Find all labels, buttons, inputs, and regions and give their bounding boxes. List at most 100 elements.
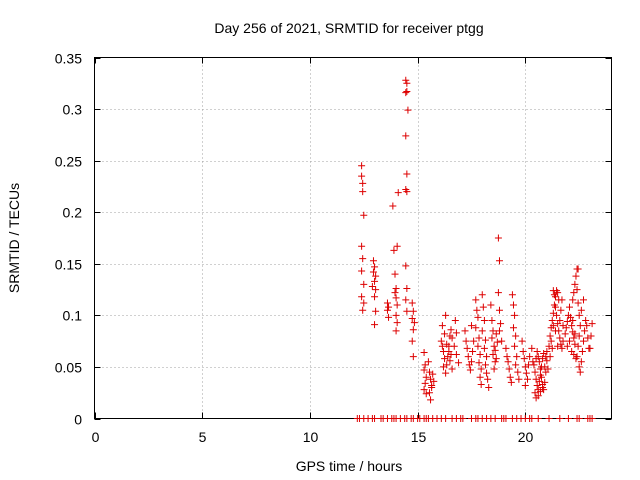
data-point (519, 347, 527, 355)
data-point (492, 330, 500, 338)
data-point (536, 365, 544, 373)
data-point (536, 388, 544, 396)
data-point (402, 262, 410, 270)
data-point (402, 132, 410, 140)
data-point (556, 334, 564, 342)
data-point (360, 280, 368, 288)
data-point (403, 170, 411, 178)
data-point (503, 353, 511, 361)
data-point (512, 332, 520, 340)
data-point (498, 337, 506, 345)
data-point (430, 377, 438, 385)
data-point (385, 303, 393, 311)
data-point (442, 369, 450, 377)
data-point (441, 330, 449, 338)
data-point (548, 317, 556, 325)
data-point (438, 342, 446, 350)
data-point (564, 415, 572, 422)
data-point (371, 293, 379, 301)
data-point (470, 337, 478, 345)
data-point (448, 365, 456, 373)
data-point (575, 363, 583, 371)
data-point (420, 386, 428, 394)
y-tick-label: 0.1 (63, 308, 83, 324)
data-point (402, 89, 410, 97)
data-point (545, 415, 553, 422)
data-point (443, 361, 451, 369)
data-point (574, 299, 582, 307)
data-point (393, 242, 401, 250)
data-point (556, 317, 564, 325)
data-point (448, 334, 456, 342)
data-point (587, 332, 595, 340)
axis-ticks: 0 0.05 0.1 0.15 0.2 0.25 0.3 0.35 0 5 10 15 20 (55, 51, 612, 445)
data-point (550, 291, 558, 299)
data-point (533, 381, 541, 389)
data-point (475, 334, 483, 342)
data-point (489, 327, 497, 335)
data-point (479, 303, 487, 311)
data-point (408, 299, 416, 307)
data-point (586, 344, 594, 352)
data-point (558, 296, 566, 304)
data-point (422, 390, 430, 398)
data-point (569, 296, 577, 304)
data-point (520, 355, 528, 363)
data-point (554, 342, 562, 350)
data-point (369, 257, 377, 265)
data-point (394, 189, 402, 197)
data-point (568, 322, 576, 330)
data-point (359, 255, 367, 263)
data-point (494, 234, 502, 242)
data-point (495, 257, 503, 265)
data-point (505, 365, 513, 373)
data-point (392, 285, 400, 293)
data-point (547, 337, 555, 345)
data-point (403, 307, 411, 315)
data-point (452, 351, 460, 359)
x-tick-label: 0 (92, 429, 100, 445)
data-point (531, 368, 539, 376)
x-tick-label: 10 (303, 429, 319, 445)
data-point (462, 337, 470, 345)
data-point (528, 344, 536, 352)
data-point (551, 303, 559, 311)
data-point (429, 370, 437, 378)
data-point (402, 76, 410, 84)
data-point (481, 361, 489, 369)
y-tick-label: 0.25 (55, 154, 82, 170)
data-point (371, 415, 379, 422)
data-point (476, 373, 484, 381)
data-point (408, 314, 416, 322)
data-point (553, 311, 561, 319)
data-point (506, 373, 514, 381)
data-point (579, 337, 587, 345)
data-point (575, 415, 583, 422)
data-point (535, 377, 543, 385)
data-point (393, 301, 401, 309)
data-points (353, 76, 596, 422)
x-tick-label: 5 (199, 429, 207, 445)
data-point (480, 317, 488, 325)
data-point (422, 373, 430, 381)
data-point (358, 293, 366, 301)
data-point (488, 334, 496, 342)
data-point (539, 384, 547, 392)
data-point (383, 299, 391, 307)
data-point (577, 306, 585, 314)
data-point (487, 301, 495, 309)
data-point (481, 336, 489, 344)
data-point (491, 358, 499, 366)
data-point (556, 415, 564, 422)
y-tick-label: 0.3 (63, 102, 83, 118)
data-point (573, 353, 581, 361)
data-point (360, 299, 368, 307)
data-point (549, 287, 557, 295)
data-point (484, 375, 492, 383)
data-point (385, 313, 393, 321)
data-point (530, 361, 538, 369)
data-point (576, 322, 584, 330)
data-point (509, 301, 517, 309)
data-point (581, 327, 589, 335)
data-point (403, 188, 411, 196)
